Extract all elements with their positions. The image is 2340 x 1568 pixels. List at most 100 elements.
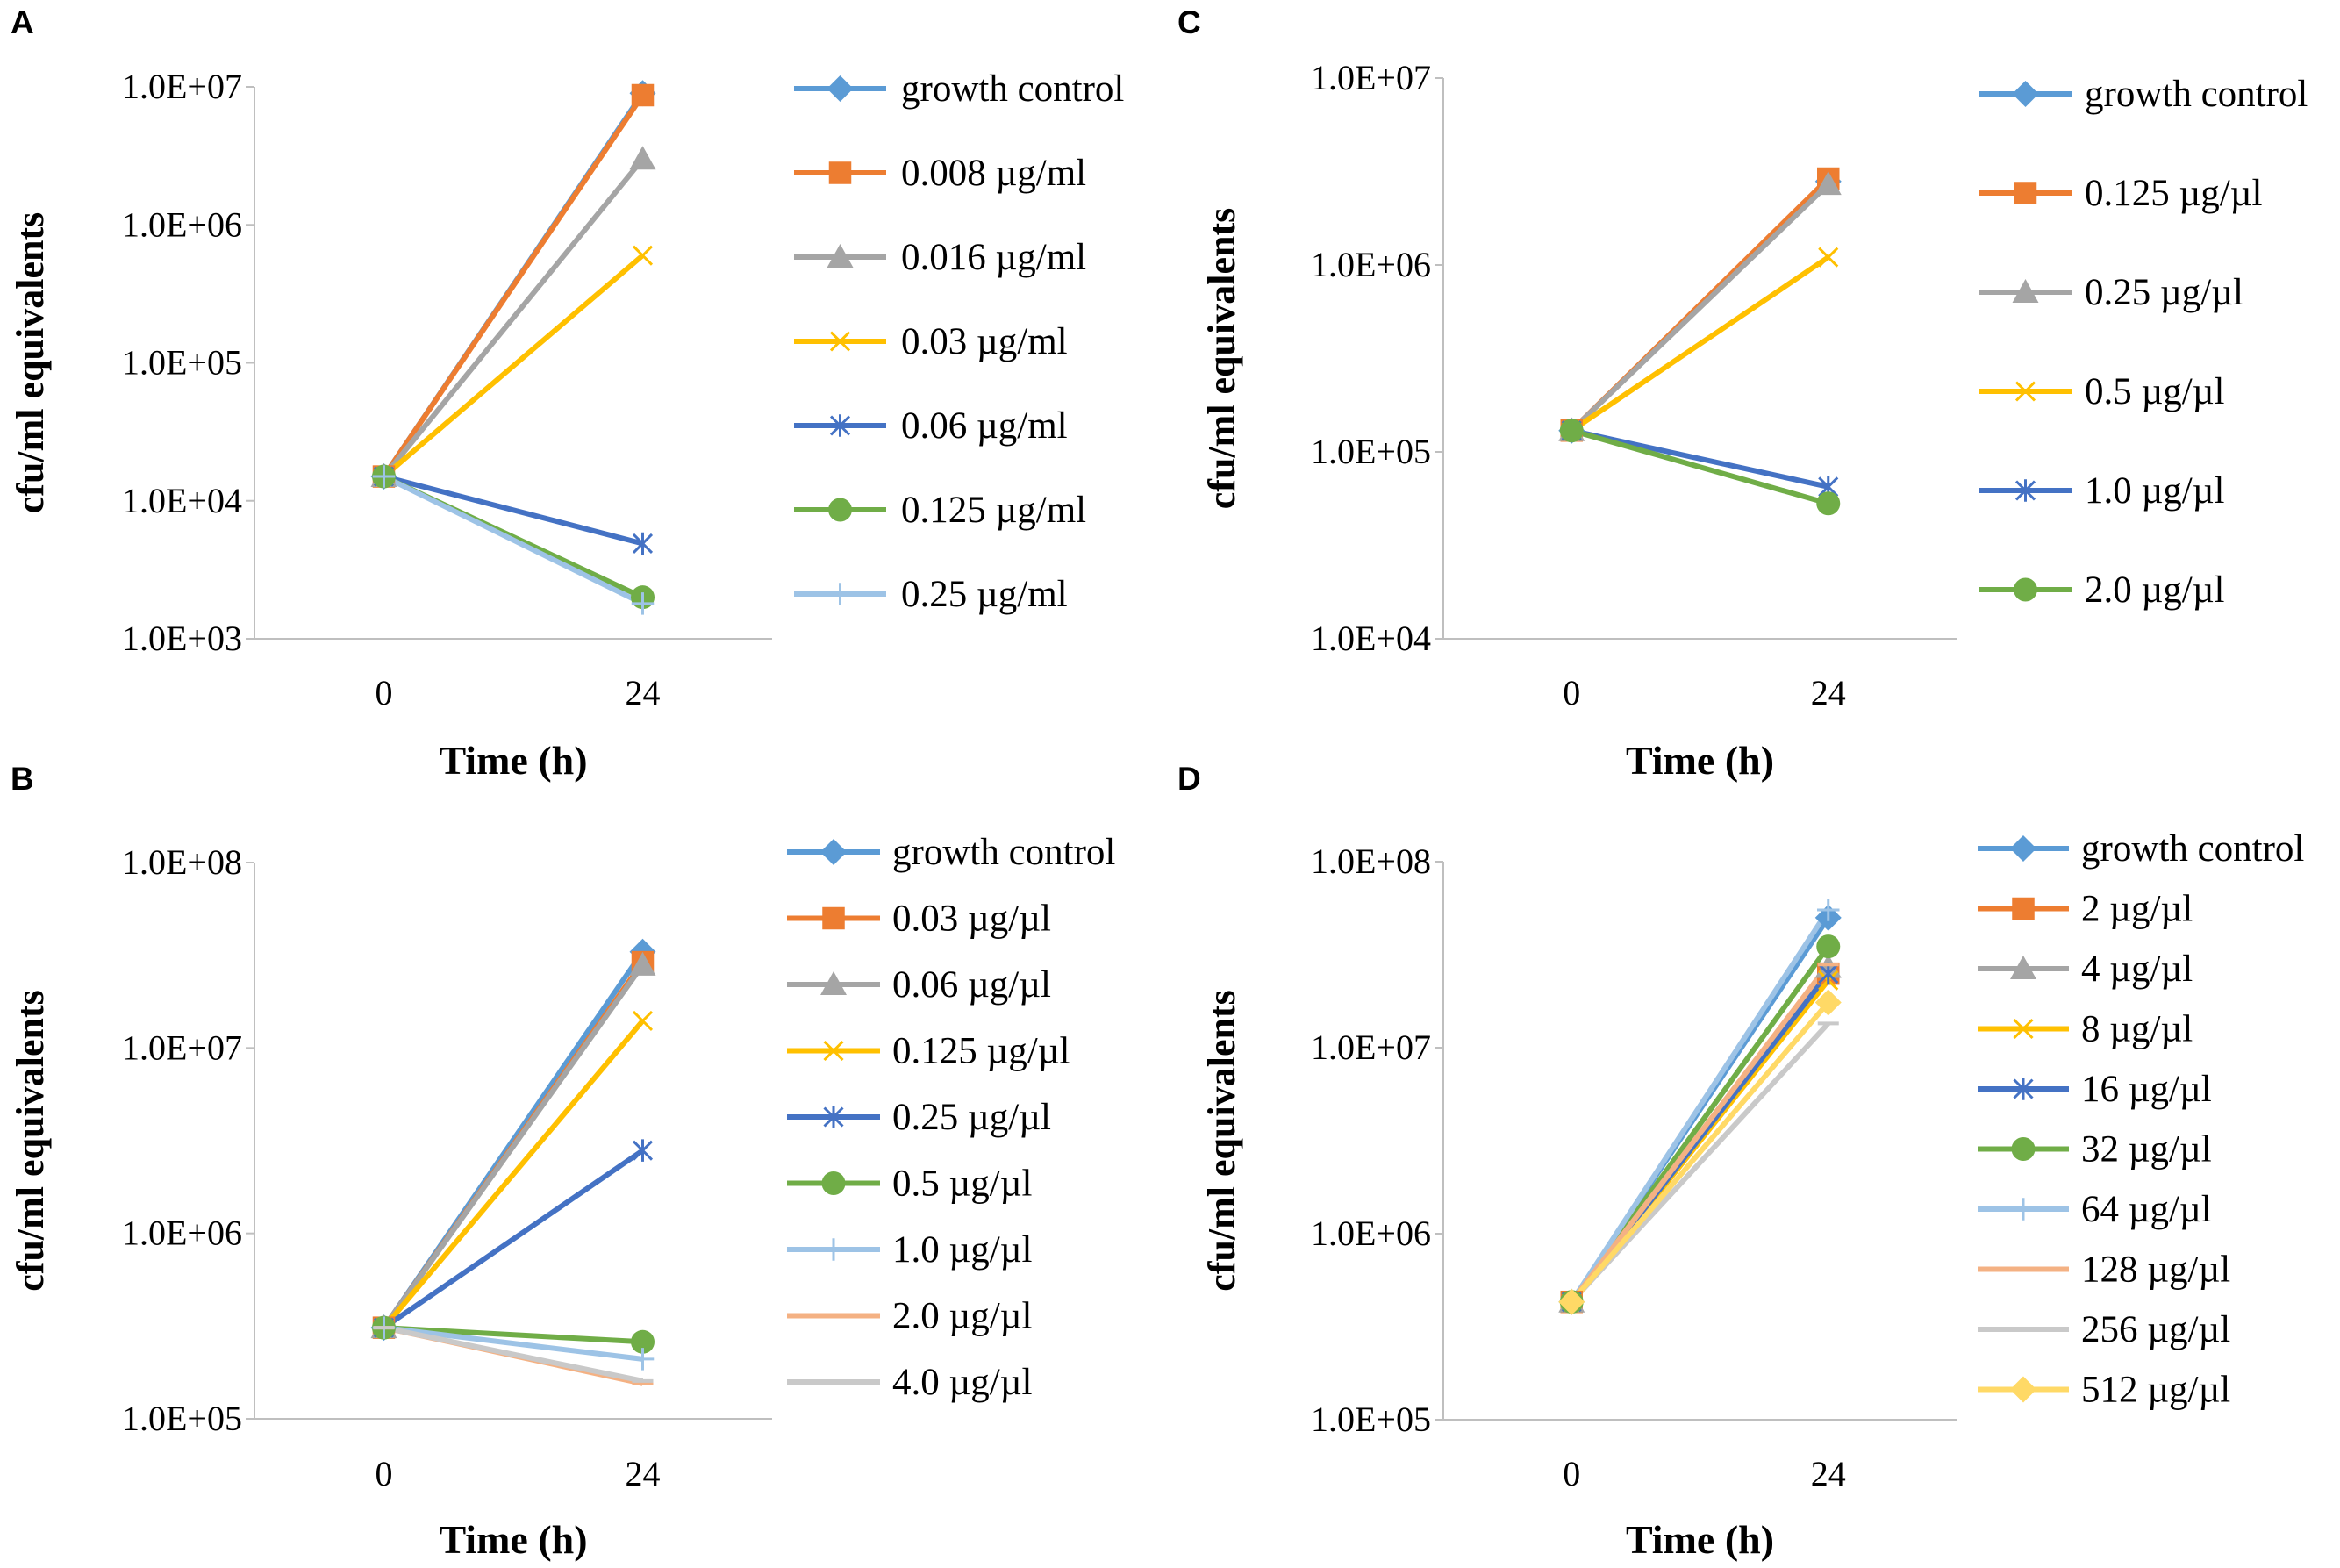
legend-label: 0.016 µg/ml — [901, 237, 1086, 278]
legend-label: 0.25 µg/µl — [892, 1097, 1051, 1138]
series-line — [1569, 1000, 1831, 1304]
legend: growth control 0.03 µg/µl 0.06 µg/µl 0.125 … — [787, 832, 1115, 1403]
legend-marker-shape — [2012, 1198, 2035, 1221]
legend-item: growth control — [1979, 74, 2308, 115]
series-line — [383, 1325, 643, 1345]
legend-label: 2.0 µg/µl — [2085, 569, 2224, 611]
legend-label: 8 µg/µl — [2081, 1009, 2193, 1050]
legend-label: 2.0 µg/µl — [892, 1296, 1032, 1337]
panel-c: C 1.0E+04 1.0E+05 1.0E+06 1.0E+07 0 24 Time (h)… — [1177, 4, 2308, 783]
legend-label: 0.5 µg/µl — [892, 1163, 1032, 1205]
legend-item: 0.5 µg/µl — [1979, 371, 2224, 412]
legend-marker-shape — [829, 414, 851, 437]
legend-marker-shape — [822, 906, 845, 930]
legend-marker — [2014, 577, 2037, 602]
y-tick-label: 1.0E+07 — [1311, 1027, 1431, 1067]
legend-item: 16 µg/µl — [1978, 1069, 2212, 1110]
legend-marker-shape — [2013, 1018, 2034, 1040]
x-axis-title: Time (h) — [1626, 738, 1774, 783]
y-tick-label: 1.0E+08 — [1311, 841, 1431, 881]
series-line — [383, 1325, 643, 1362]
legend-marker-shape — [821, 1171, 846, 1195]
legend-item: 8 µg/µl — [1978, 1009, 2193, 1050]
data-point — [631, 1348, 655, 1371]
y-tick-label: 1.0E+03 — [122, 619, 242, 658]
data-point-shape — [629, 146, 656, 170]
legend-marker-shape — [828, 583, 852, 605]
legend-marker — [821, 1171, 846, 1195]
data-point — [1817, 899, 1840, 921]
legend-marker — [2011, 1137, 2036, 1161]
y-axis-title: cfu/ml equivalents — [9, 212, 52, 513]
legend-item: 512 µg/µl — [1978, 1370, 2230, 1411]
y-tick-label: 1.0E+08 — [122, 842, 242, 882]
legend-item: 0.5 µg/µl — [787, 1163, 1032, 1205]
legend-marker — [828, 161, 852, 184]
series-line — [1570, 254, 1830, 433]
legend-item: 0.016 µg/ml — [794, 237, 1086, 278]
legend-marker — [829, 414, 851, 437]
legend-label: 0.25 µg/µl — [2085, 272, 2243, 313]
legend-marker-shape — [823, 1106, 844, 1128]
legend-marker-shape — [2010, 1376, 2036, 1403]
legend-item: 0.25 µg/µl — [1979, 272, 2243, 313]
panel-letter: C — [1177, 4, 1201, 40]
legend-label: growth control — [892, 832, 1115, 873]
legend-marker-shape — [2010, 835, 2036, 862]
legend: growth control 0.008 µg/ml 0.016 µg/ml 0.03… — [794, 68, 1124, 615]
series-markers — [370, 80, 656, 615]
legend-marker — [2012, 897, 2035, 920]
data-point — [629, 146, 656, 170]
data-point — [631, 1329, 655, 1354]
x-axis-title: Time (h) — [439, 738, 587, 783]
legend-item: 64 µg/µl — [1978, 1189, 2212, 1230]
series-line — [382, 1148, 645, 1330]
series-line — [1569, 908, 1831, 1304]
x-tick-label: 0 — [1563, 673, 1580, 712]
legend-marker — [827, 244, 854, 268]
legend-label: 0.008 µg/ml — [901, 153, 1086, 194]
x-axis-title: Time (h) — [439, 1517, 587, 1562]
legend-marker — [828, 498, 852, 522]
series-line — [382, 253, 645, 479]
series-markers — [1558, 899, 1842, 1315]
y-tick-label: 1.0E+07 — [1311, 58, 1431, 97]
series-line — [382, 157, 645, 478]
data-point-shape — [1814, 989, 1842, 1016]
legend-marker — [827, 75, 854, 102]
series-line — [382, 963, 645, 1329]
legend-item: 0.008 µg/ml — [794, 153, 1086, 194]
legend-marker-shape — [828, 161, 852, 184]
data-point — [632, 1010, 654, 1032]
series-line — [383, 1325, 644, 1384]
legend: growth control 0.125 µg/µl 0.25 µg/µl 0.5 µ… — [1979, 74, 2308, 611]
x-axis-title: Time (h) — [1626, 1517, 1774, 1562]
legend-marker — [2013, 1018, 2034, 1040]
legend-label: 16 µg/µl — [2081, 1069, 2212, 1110]
legend-item: 0.06 µg/ml — [794, 405, 1068, 447]
data-point — [372, 465, 396, 488]
legend-item: growth control — [794, 68, 1124, 110]
legend-item: 32 µg/µl — [1978, 1129, 2212, 1171]
x-tick-label: 24 — [1811, 1454, 1846, 1493]
y-tick-label: 1.0E+04 — [1311, 619, 1431, 658]
legend-label: growth control — [2081, 828, 2304, 870]
legend-marker — [2010, 956, 2036, 979]
legend-label: 0.5 µg/µl — [2085, 371, 2224, 412]
data-point-shape — [1814, 171, 1842, 196]
legend-label: 4.0 µg/µl — [892, 1362, 1032, 1403]
data-point-shape — [1816, 934, 1841, 959]
y-tick-label: 1.0E+07 — [122, 1027, 242, 1067]
legend-label: 1.0 µg/µl — [892, 1229, 1032, 1271]
legend-marker — [823, 1040, 844, 1062]
legend: growth control 2 µg/µl 4 µg/µl 8 µg/µl 16 µg… — [1978, 828, 2304, 1411]
x-tick-label: 24 — [1811, 673, 1846, 712]
y-axis-title: cfu/ml equivalents — [1200, 990, 1243, 1291]
legend-label: 0.06 µg/µl — [892, 964, 1051, 1006]
legend-item: 0.125 µg/µl — [1979, 173, 2262, 214]
data-point-shape — [1818, 247, 1839, 268]
series-line — [1571, 427, 1829, 506]
legend-label: 128 µg/µl — [2081, 1249, 2230, 1291]
legend-marker — [2014, 381, 2036, 402]
y-tick-label: 1.0E+05 — [122, 1399, 242, 1438]
